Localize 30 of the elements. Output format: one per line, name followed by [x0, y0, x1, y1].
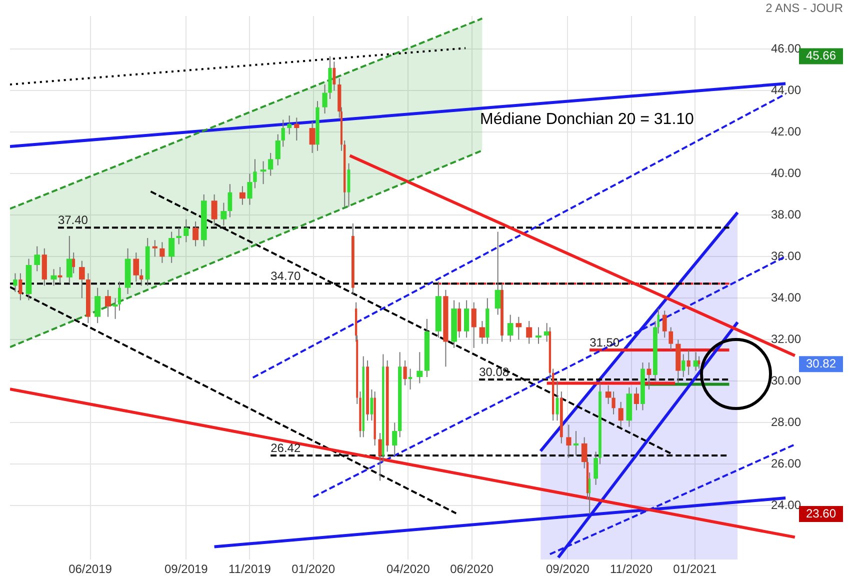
- y-tick-label: 30.00: [770, 373, 802, 388]
- annotation: 26.42: [270, 440, 301, 455]
- y-tick-label: 38.00: [770, 207, 802, 222]
- x-tick-label: 11/2020: [610, 562, 653, 576]
- annotation: 30.82: [806, 356, 836, 370]
- y-tick-label: 24.00: [770, 498, 802, 512]
- annotation: Médiane Donchian 20 = 31.10: [480, 111, 694, 128]
- y-tick-label: 26.00: [770, 456, 802, 470]
- annotation: 23.60: [806, 506, 836, 520]
- x-tick-label: 11/2019: [228, 562, 272, 576]
- y-tick-label: 40.00: [770, 166, 802, 180]
- x-tick-label: 06/2020: [450, 562, 494, 576]
- y-tick-label: 46.00: [770, 42, 802, 56]
- x-tick-label: 01/2021: [673, 562, 717, 576]
- y-tick-label: 42.00: [770, 124, 802, 138]
- y-tick-label: 32.00: [770, 332, 802, 346]
- annotation: 30.08: [479, 364, 510, 379]
- annotation: 45.66: [806, 48, 836, 63]
- x-tick-label: 04/2020: [386, 562, 430, 576]
- annotation: 34.70: [270, 268, 301, 283]
- y-tick-label: 34.00: [770, 290, 802, 304]
- chart-subtitle: 2 ANS - JOUR: [766, 1, 843, 15]
- x-tick-label: 01/2020: [292, 562, 336, 576]
- y-tick-label: 44.00: [770, 83, 802, 98]
- annotation: 31.50: [590, 335, 620, 350]
- x-tick-label: 09/2020: [546, 562, 590, 576]
- x-tick-label: 06/2019: [68, 562, 112, 576]
- annotation: 37.40: [58, 212, 88, 227]
- y-tick-label: 28.00: [770, 414, 802, 429]
- x-tick-label: 09/2019: [164, 562, 208, 576]
